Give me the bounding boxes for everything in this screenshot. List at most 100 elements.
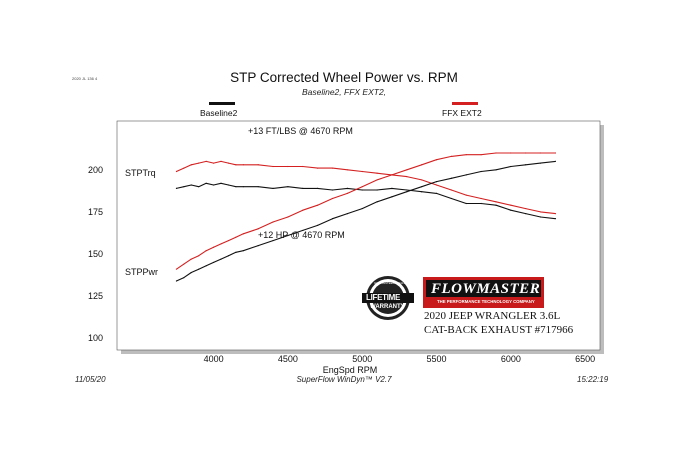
data-point [190,258,192,260]
logo-inner-panel [426,280,541,297]
data-point [495,204,497,206]
data-point [175,170,178,173]
data-point [227,162,230,164]
data-point [331,218,334,220]
y-tick-label: 150 [88,249,103,259]
data-point [198,186,200,188]
data-point [376,189,378,191]
footer-software: SuperFlow WinDyn™ V2.7 [296,375,392,384]
data-point [435,192,438,195]
data-point [205,160,207,163]
data-point [175,268,178,270]
data-point [554,152,557,154]
data-point [435,181,438,183]
data-point [346,213,348,215]
data-point [213,184,215,186]
data-point [539,162,542,164]
data-point [346,187,348,189]
x-tick-label: 5500 [427,354,447,364]
data-point [480,202,482,205]
data-point [421,179,423,181]
data-point [406,175,408,178]
data-point [391,174,393,176]
data-point [183,167,185,169]
data-point [435,159,438,161]
data-point [272,239,274,242]
data-point [421,191,423,193]
data-point [205,265,207,267]
data-point [539,216,542,218]
data-point [242,164,244,166]
data-point [302,165,304,168]
power-gain-annotation: +12 HP @ 4670 RPM [258,230,345,240]
data-point [346,169,348,171]
data-point [510,209,512,211]
data-point [190,164,192,166]
footer-time: 15:22:19 [577,375,609,384]
data-point [227,239,230,242]
data-point [175,187,178,189]
data-point [421,186,423,188]
x-tick-label: 4500 [278,354,298,364]
data-point [361,186,363,188]
data-point [465,194,467,196]
data-point [495,201,497,203]
data-point [242,233,244,235]
data-point [554,213,557,215]
data-point [525,152,527,154]
data-point [361,170,363,173]
data-point [235,251,237,253]
data-point [257,186,259,188]
data-point [317,187,319,189]
data-point [198,255,200,257]
data-point [302,229,304,232]
data-point [539,211,542,213]
data-point [554,160,557,163]
x-tick-label: 6000 [501,354,521,364]
data-point [406,169,408,171]
data-point [525,207,527,210]
data-point [495,152,497,154]
data-point [213,246,215,248]
data-point [465,154,467,156]
data-point [183,263,185,265]
badge-top-text: GUARANTEED QUALITY [374,281,409,285]
data-point [450,197,452,200]
data-point [183,186,185,188]
data-point [317,224,319,226]
data-point [235,186,237,188]
data-point [361,189,363,191]
curve-label-power: STPPwr [125,267,158,277]
vehicle-line: 2020 JEEP WRANGLER 3.6L [424,310,561,322]
data-point [257,245,259,247]
badge-seal-icon [362,276,414,320]
data-point [220,258,222,260]
data-point [198,268,200,270]
data-point [257,228,259,230]
data-point [539,152,542,154]
data-point [272,187,274,189]
x-tick-label: 6500 [575,354,595,364]
data-point [525,213,527,215]
data-point [435,184,438,186]
badge-main-text-2: WARRANTY [370,304,405,310]
data-point [465,174,467,176]
data-point [287,234,289,237]
chart-title: STP Corrected Wheel Power vs. RPM [230,70,458,85]
data-point [510,204,512,206]
data-point [272,165,274,168]
data-point [213,261,215,264]
data-point [220,160,222,163]
data-point [450,189,452,191]
data-point [235,236,237,238]
data-point [510,152,512,154]
x-tick-label: 5000 [352,354,372,364]
data-point [190,271,192,274]
chart-subtitle: Baseline2, FFX EXT2, [301,87,387,97]
corner-note: 2020 JL 136 4 [72,76,98,81]
data-point [331,197,334,200]
data-point [450,177,452,179]
data-point [287,165,289,168]
data-point [406,189,408,191]
